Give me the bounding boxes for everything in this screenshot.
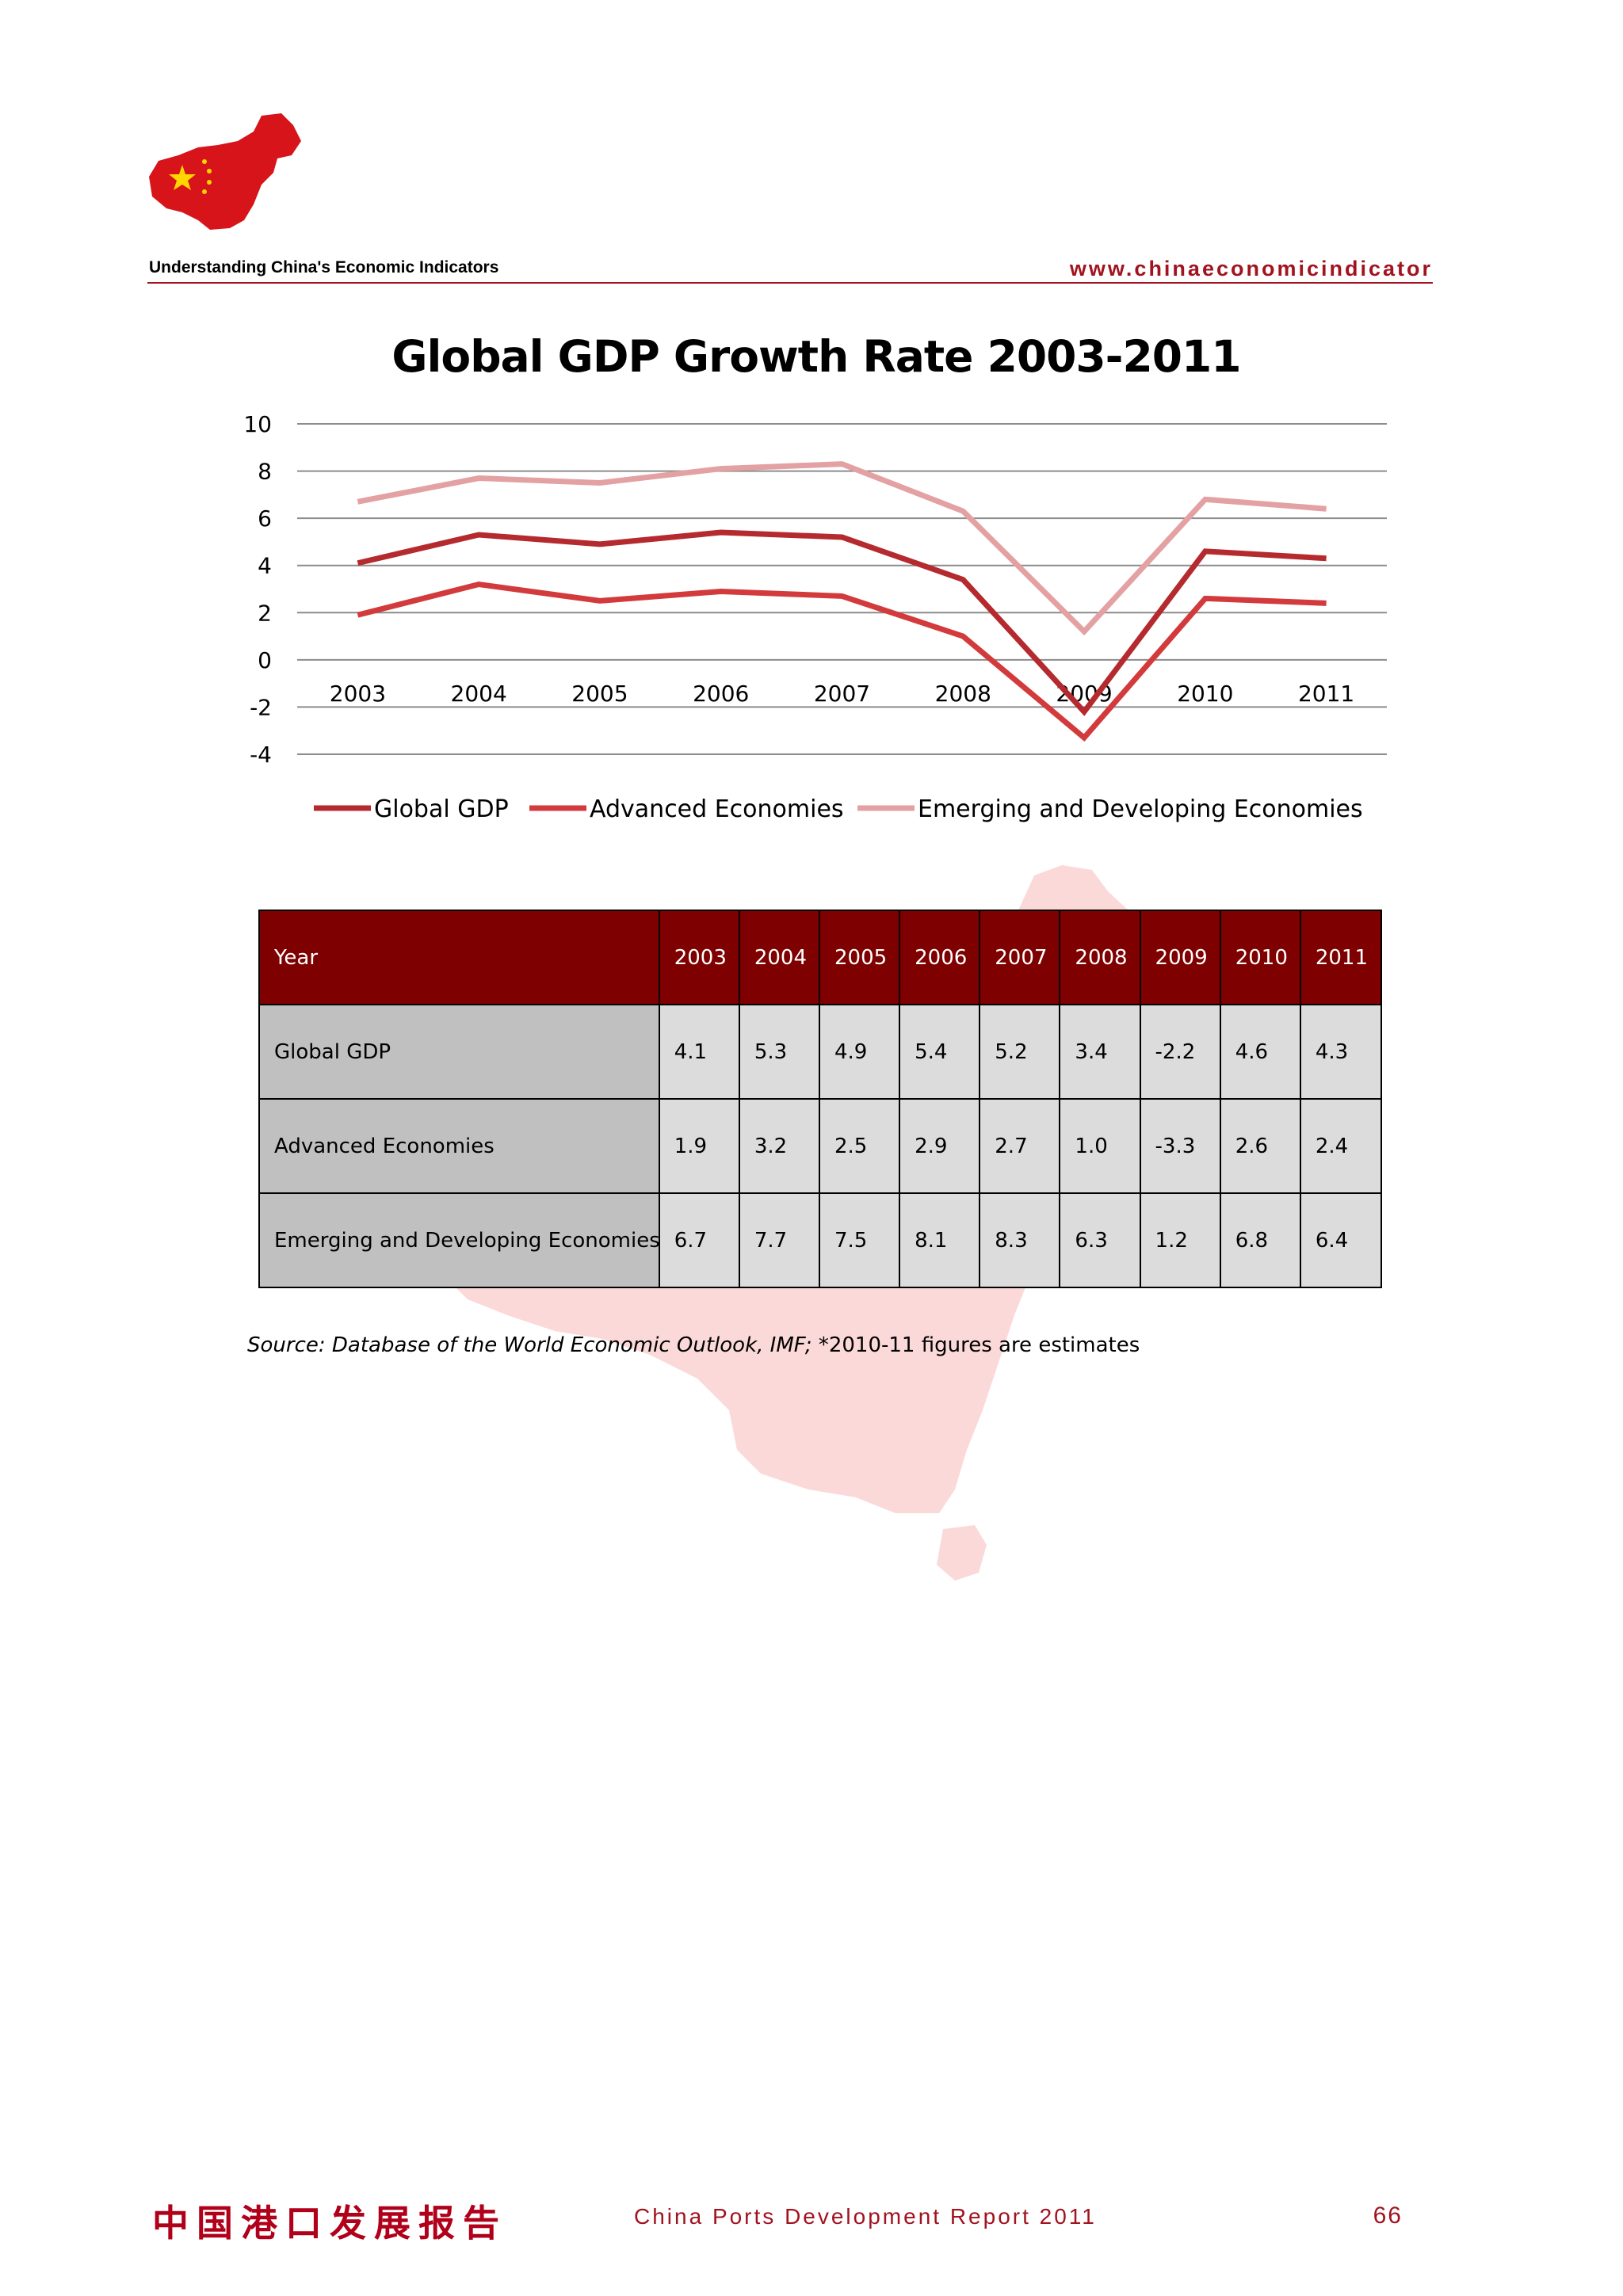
table-header-year: 2007 [979,910,1061,1005]
source-citation: Source: Database of the World Economic O… [247,1333,812,1357]
series-line-1 [357,581,1327,742]
y-tick-label: 10 [243,411,272,437]
table-header-year: 2008 [1059,910,1141,1005]
table-cell: 7.5 [818,1192,901,1288]
header-website: www.chinaeconomicindicator [1069,257,1433,280]
table-row: Advanced Economies 1.9 3.2 2.5 2.9 2.7 1… [258,1098,1383,1194]
table-cell: -3.3 [1139,1098,1221,1194]
table-header-year: 2003 [658,910,740,1005]
table-cell: 6.7 [658,1192,740,1288]
x-tick-label: 2005 [571,681,628,707]
chart-title: Global GDP Growth Rate 2003-2011 [391,331,1241,382]
series-line-0 [357,529,1327,716]
x-axis-ticks: 2003 2004 2005 2006 2007 2008 2009 2010 2011 [330,681,1354,707]
y-axis-ticks: 10 8 6 4 2 0 -2 -4 [243,411,272,768]
source-estimate-note: *2010-11 figures are estimates [812,1333,1140,1357]
table-cell: 5.4 [899,1004,981,1100]
table-header-year: 2009 [1139,910,1221,1005]
table-cell: 4.3 [1299,1004,1383,1100]
table-cell: 6.3 [1059,1192,1141,1288]
page-number: 66 [1373,2203,1403,2229]
x-tick-label: 2006 [693,681,749,707]
y-tick-label: -2 [250,694,272,720]
table-cell: 1.2 [1139,1192,1221,1288]
table-cell: 2.7 [979,1098,1061,1194]
y-tick-label: 4 [258,553,272,579]
table-cell: 8.3 [979,1192,1061,1288]
x-tick-label: 2008 [935,681,991,707]
table-cell: 2.5 [818,1098,901,1194]
legend-label: Emerging and Developing Economies [918,795,1363,823]
table-cell: 5.3 [738,1004,820,1100]
header-divider [147,282,1433,284]
table-cell: 4.6 [1219,1004,1301,1100]
table-cell: 6.8 [1219,1192,1301,1288]
y-tick-label: 8 [258,459,272,485]
legend: Global GDP Advanced Economies Emerging and… [314,795,1363,823]
table-row: Global GDP 4.1 5.3 4.9 5.4 5.2 3.4 -2.2 … [258,1004,1383,1100]
table-cell: 4.9 [818,1004,901,1100]
table-header-year: 2006 [899,910,981,1005]
x-tick-label: 2003 [330,681,386,707]
legend-label: Global GDP [374,795,509,823]
table-header-label: Year [258,910,660,1005]
table-cell: 4.1 [658,1004,740,1100]
table-row-label: Global GDP [258,1004,660,1100]
series-lines [357,461,1327,742]
x-tick-label: 2004 [451,681,507,707]
table-row-label: Advanced Economies [258,1098,660,1194]
header-left-text: Understanding China's Economic Indicator… [149,258,499,277]
x-tick-label: 2011 [1298,681,1354,707]
source-note: Source: Database of the World Economic O… [247,1333,1140,1357]
table-cell: 3.2 [738,1098,820,1194]
y-tick-label: 6 [258,505,272,532]
y-tick-label: 0 [258,647,272,673]
table-cell: 5.2 [979,1004,1061,1100]
table-cell: 2.4 [1299,1098,1383,1194]
table-cell: 6.4 [1299,1192,1383,1288]
table-cell: 2.9 [899,1098,981,1194]
table-cell: 8.1 [899,1192,981,1288]
china-map-logo [149,113,301,230]
table-cell: 1.9 [658,1098,740,1194]
y-tick-label: -4 [250,742,272,768]
footer-report-title: China Ports Development Report 2011 [634,2204,1097,2229]
table-cell: -2.2 [1139,1004,1221,1100]
table-header-year: 2004 [738,910,820,1005]
table-row-label: Emerging and Developing Economies [258,1192,660,1288]
gridlines [297,423,1387,755]
x-tick-label: 2010 [1177,681,1233,707]
table-header-year: 2005 [818,910,901,1005]
footer-chinese-title: 中国港口发展报告 [152,2202,507,2245]
table-cell: 3.4 [1059,1004,1141,1100]
legend-label: Advanced Economies [590,795,844,823]
table-header-year: 2010 [1219,910,1301,1005]
table-cell: 7.7 [738,1192,820,1288]
table-cell: 2.6 [1219,1098,1301,1194]
x-tick-label: 2007 [814,681,870,707]
table-header-year: 2011 [1299,910,1383,1005]
data-table: Year 2003 2004 2005 2006 2007 2008 2009 … [258,910,1383,1288]
y-tick-label: 2 [258,600,272,626]
series-line-2 [357,461,1327,636]
table-header-row: Year 2003 2004 2005 2006 2007 2008 2009 … [258,910,1383,1005]
table-row: Emerging and Developing Economies 6.7 7.… [258,1192,1383,1288]
table-cell: 1.0 [1059,1098,1141,1194]
